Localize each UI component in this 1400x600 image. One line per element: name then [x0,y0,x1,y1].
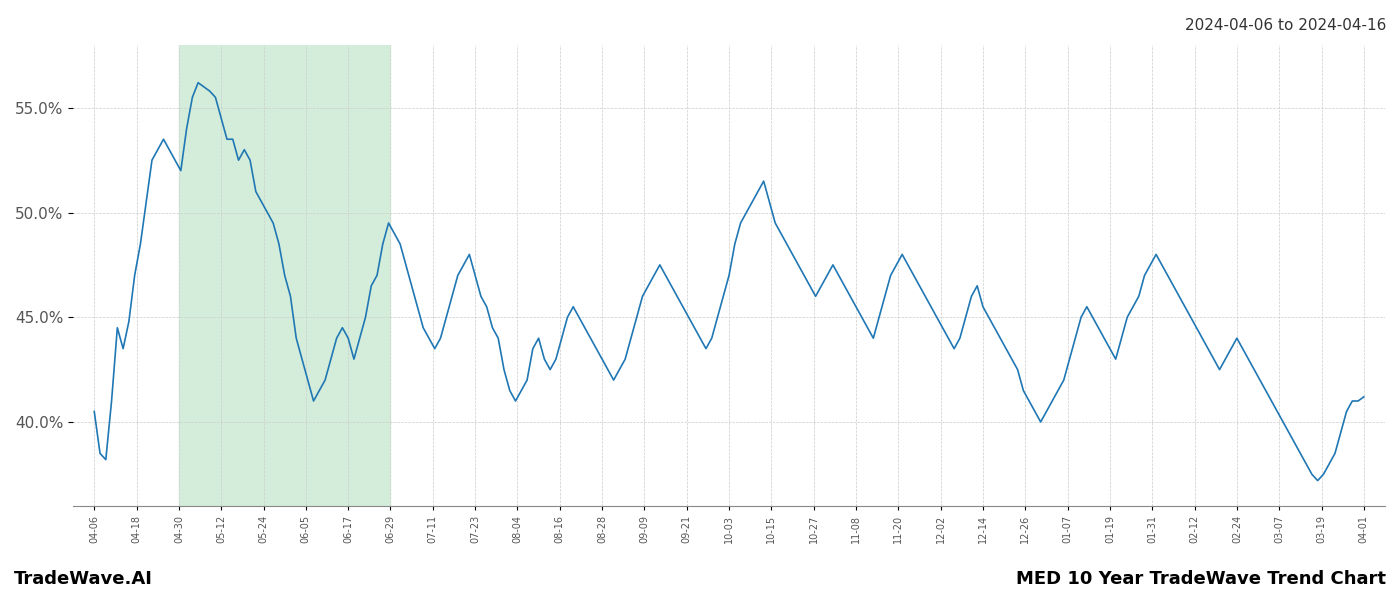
Text: MED 10 Year TradeWave Trend Chart: MED 10 Year TradeWave Trend Chart [1016,570,1386,588]
Text: 2024-04-06 to 2024-04-16: 2024-04-06 to 2024-04-16 [1184,18,1386,33]
Text: TradeWave.AI: TradeWave.AI [14,570,153,588]
Bar [179,45,391,506]
